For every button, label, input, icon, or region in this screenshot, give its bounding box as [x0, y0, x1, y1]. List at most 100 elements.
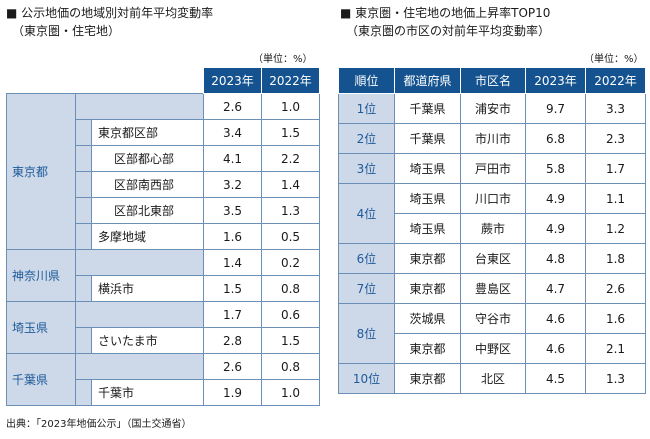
value-2023: 4.5: [525, 363, 586, 394]
header-2022: 2022年: [585, 67, 646, 94]
rank-cell: 10位: [338, 363, 395, 394]
value-2023: 1.7: [203, 301, 263, 328]
value-2022: 0.6: [261, 301, 321, 328]
value-2022: 0.2: [261, 249, 321, 276]
value-2023: 2.6: [203, 353, 263, 380]
prefecture-cell: 東京都: [394, 273, 461, 304]
prefecture-cell: 東京都: [394, 363, 461, 394]
value-2023: 4.9: [525, 213, 586, 244]
category-kanagawa: 神奈川県: [6, 249, 76, 302]
value-2023: 5.8: [525, 153, 586, 184]
header-rank: 順位: [338, 67, 395, 94]
left-subtitle: （東京圏・住宅地）: [12, 24, 121, 38]
prefecture-cell: 茨城県: [394, 303, 461, 334]
right-unit: （単位：%）: [584, 54, 644, 65]
value-2022: 1.1: [585, 183, 646, 214]
value-2023: 4.6: [525, 303, 586, 334]
value-2022: 1.0: [261, 93, 321, 120]
value-2023: 3.2: [203, 171, 263, 198]
value-2023: 4.9: [525, 183, 586, 214]
value-2022: 2.3: [585, 123, 646, 154]
value-2023: 1.5: [203, 275, 263, 302]
left-header-2022: 2022年: [261, 67, 321, 94]
city-cell: 北区: [460, 363, 526, 394]
city-cell: 守谷市: [460, 303, 526, 334]
left-table: 2023年 2022年 東京都 2.6 1.0 東京都区部 3.4 1.5 区部…: [6, 67, 321, 406]
header-prefecture: 都道府県: [394, 67, 461, 94]
prefecture-cell: 千葉県: [394, 123, 461, 154]
row-label: 横浜市: [90, 275, 205, 302]
value-2023: 2.8: [203, 327, 263, 354]
value-2023: 4.7: [525, 273, 586, 304]
value-2022: 0.5: [261, 223, 321, 250]
value-2022: 2.6: [585, 273, 646, 304]
category-saitama: 埼玉県: [6, 301, 76, 354]
value-2022: 0.8: [261, 275, 321, 302]
category-chiba: 千葉県: [6, 353, 76, 406]
row-label: さいたま市: [90, 327, 205, 354]
right-table: 順位 都道府県 市区名 2023年 2022年 1位 千葉県 浦安市 9.7 3…: [338, 67, 646, 394]
rank-cell: 6位: [338, 243, 395, 274]
prefecture-cell: 埼玉県: [394, 183, 461, 214]
row-label: 区部南西部: [90, 171, 205, 198]
row-label: 多摩地域: [90, 223, 205, 250]
city-cell: 市川市: [460, 123, 526, 154]
value-2022: 2.1: [585, 333, 646, 364]
rank-cell: 7位: [338, 273, 395, 304]
value-2022: 1.4: [261, 171, 321, 198]
left-header-2023: 2023年: [203, 67, 263, 94]
prefecture-cell: 東京都: [394, 243, 461, 274]
header-city: 市区名: [460, 67, 526, 94]
row-label: 区部都心部: [90, 145, 205, 172]
row-label: 東京都区部: [90, 119, 205, 146]
value-2022: 1.0: [261, 379, 321, 406]
value-2023: 3.5: [203, 197, 263, 224]
value-2022: 2.2: [261, 145, 321, 172]
city-cell: 戸田市: [460, 153, 526, 184]
source-note: 出典：「2023年地価公示」（国土交通省）: [6, 419, 192, 430]
value-2022: 0.8: [261, 353, 321, 380]
value-2023: 4.1: [203, 145, 263, 172]
value-2022: 1.5: [261, 119, 321, 146]
value-2023: 3.4: [203, 119, 263, 146]
left-title: ■ 公示地価の地域別対前年平均変動率: [6, 6, 214, 20]
value-2022: 1.5: [261, 327, 321, 354]
value-2022: 1.3: [261, 197, 321, 224]
right-subtitle: （東京圏の市区の対前年平均変動率）: [346, 24, 551, 38]
prefecture-cell: 東京都: [394, 333, 461, 364]
category-tokyo: 東京都: [6, 93, 76, 250]
city-cell: 台東区: [460, 243, 526, 274]
value-2023: 4.8: [525, 243, 586, 274]
value-2022: 1.6: [585, 303, 646, 334]
rank-cell: 1位: [338, 93, 395, 124]
value-2023: 9.7: [525, 93, 586, 124]
value-2023: 1.4: [203, 249, 263, 276]
value-2023: 1.9: [203, 379, 263, 406]
value-2022: 3.3: [585, 93, 646, 124]
rank-cell: 8位: [338, 303, 395, 364]
value-2022: 1.8: [585, 243, 646, 274]
rank-cell: 2位: [338, 123, 395, 154]
value-2023: 2.6: [203, 93, 263, 120]
rank-cell: 3位: [338, 153, 395, 184]
header-2023: 2023年: [525, 67, 586, 94]
value-2023: 1.6: [203, 223, 263, 250]
value-2022: 1.7: [585, 153, 646, 184]
left-unit: （単位：%）: [253, 54, 313, 65]
value-2022: 1.3: [585, 363, 646, 394]
value-2023: 6.8: [525, 123, 586, 154]
prefecture-cell: 埼玉県: [394, 213, 461, 244]
city-cell: 川口市: [460, 183, 526, 214]
rank-cell: 4位: [338, 183, 395, 244]
row-label: 区部北東部: [90, 197, 205, 224]
prefecture-cell: 埼玉県: [394, 153, 461, 184]
row-label: 千葉市: [90, 379, 205, 406]
value-2023: 4.6: [525, 333, 586, 364]
prefecture-cell: 千葉県: [394, 93, 461, 124]
city-cell: 豊島区: [460, 273, 526, 304]
city-cell: 中野区: [460, 333, 526, 364]
right-title: ■ 東京圏・住宅地の地価上昇率TOP10: [340, 6, 551, 20]
value-2022: 1.2: [585, 213, 646, 244]
city-cell: 浦安市: [460, 93, 526, 124]
city-cell: 蕨市: [460, 213, 526, 244]
